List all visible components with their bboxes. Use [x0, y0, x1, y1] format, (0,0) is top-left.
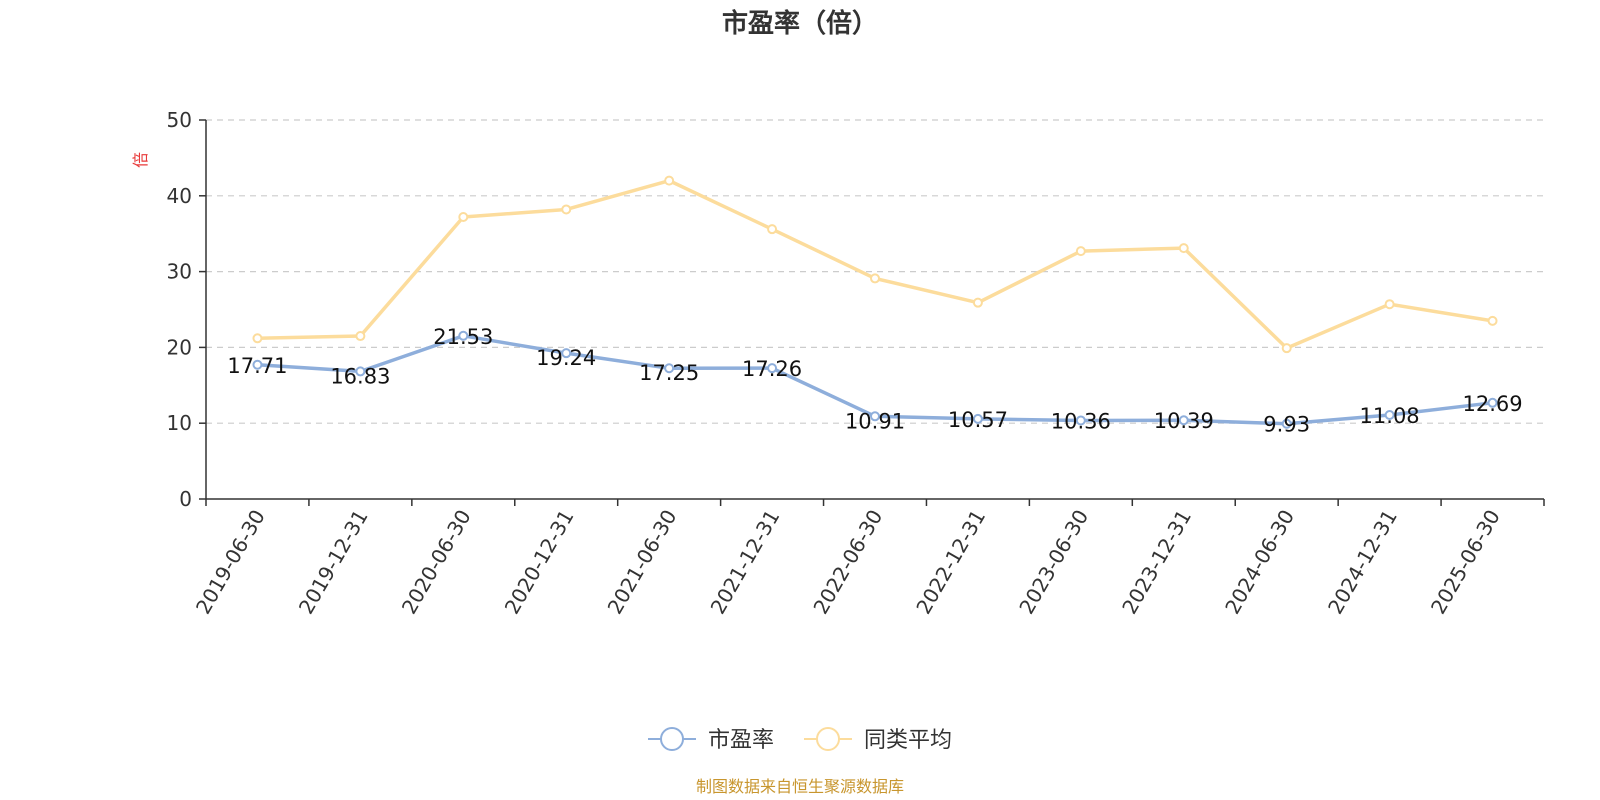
- data-point[interactable]: [252, 333, 263, 344]
- grid-lines: [206, 119, 1544, 424]
- data-point[interactable]: [870, 411, 880, 422]
- y-tick-label: 30: [167, 260, 192, 284]
- data-label: 17.26: [742, 357, 802, 381]
- x-tick-label: 2021-12-31: [706, 506, 785, 619]
- data-label: 10.36: [1051, 409, 1111, 433]
- data-label: 11.08: [1360, 404, 1420, 428]
- data-label: 9.93: [1263, 413, 1310, 437]
- x-tick-label: 2023-06-30: [1014, 506, 1093, 619]
- data-label: 12.69: [1462, 392, 1522, 416]
- data-point[interactable]: [972, 297, 983, 308]
- data-point[interactable]: [1178, 415, 1189, 426]
- x-tick-label: 2020-06-30: [397, 506, 476, 619]
- data-label: 21.53: [433, 325, 493, 349]
- data-point[interactable]: [1487, 315, 1498, 326]
- legend-item-peer-average[interactable]: 同类平均: [804, 727, 952, 753]
- data-point[interactable]: [355, 366, 366, 377]
- data-point[interactable]: [972, 413, 983, 424]
- y-tick-label: 50: [167, 108, 192, 132]
- data-label: 17.25: [639, 361, 699, 385]
- data-point[interactable]: [1281, 418, 1292, 429]
- legend-peer-marker: [816, 727, 840, 751]
- x-tick-label: 2025-06-30: [1426, 506, 1505, 619]
- legend: 市盈率 同类平均: [648, 727, 952, 753]
- x-ticks: 2019-06-30 2019-12-31 2020-06-30 2020-12-31…: [191, 499, 1545, 619]
- series-line-1: [257, 178, 1493, 350]
- data-point[interactable]: [870, 273, 880, 284]
- data-label: 10.39: [1154, 409, 1214, 433]
- data-point[interactable]: [252, 359, 263, 370]
- y-tick-label: 10: [167, 411, 192, 435]
- data-point[interactable]: [1281, 343, 1292, 354]
- data-point[interactable]: [767, 363, 778, 374]
- data-point[interactable]: [767, 224, 778, 235]
- x-tick-label: 2024-06-30: [1220, 506, 1299, 619]
- data-point[interactable]: [355, 331, 366, 342]
- y-axis-label: 倍: [131, 152, 150, 168]
- x-tick-label: 2022-06-30: [808, 506, 887, 619]
- data-point[interactable]: [561, 204, 572, 215]
- data-label: 16.83: [330, 364, 390, 388]
- data-label: 10.57: [948, 408, 1008, 432]
- data-point[interactable]: [1075, 246, 1086, 257]
- legend-peer-label: 同类平均: [864, 728, 952, 753]
- y-tick-label: 20: [167, 335, 192, 359]
- data-point[interactable]: [1384, 299, 1395, 310]
- data-point[interactable]: [1178, 243, 1189, 254]
- x-tick-label: 2019-12-31: [294, 506, 373, 619]
- data-label: 19.24: [536, 346, 596, 370]
- data-point[interactable]: [561, 348, 572, 359]
- legend-pe-marker: [660, 727, 684, 751]
- x-tick-label: 2021-06-30: [603, 506, 682, 619]
- data-point[interactable]: [1384, 410, 1395, 421]
- data-point[interactable]: [1487, 397, 1498, 408]
- legend-pe-label: 市盈率: [708, 728, 774, 753]
- y-tick-label: 0: [179, 487, 192, 511]
- y-ticks: 0 10 20 30 40 50: [167, 108, 206, 511]
- axes: [205, 120, 1544, 500]
- x-tick-label: 2023-12-31: [1117, 506, 1196, 619]
- series-layer: [252, 175, 1498, 429]
- data-point[interactable]: [664, 175, 675, 186]
- y-tick-label: 40: [167, 184, 192, 208]
- x-tick-label: 2020-12-31: [500, 506, 579, 619]
- data-point[interactable]: [664, 363, 675, 374]
- x-tick-label: 2024-12-31: [1323, 506, 1402, 619]
- data-point[interactable]: [1075, 415, 1086, 426]
- chart-title: 市盈率（倍）: [722, 8, 878, 39]
- data-point[interactable]: [458, 212, 469, 223]
- legend-item-pe[interactable]: 市盈率: [648, 727, 774, 753]
- data-label: 10.91: [845, 409, 905, 433]
- data-point[interactable]: [458, 330, 469, 341]
- data-labels: 17.71 16.83 21.53 19.24 17.25 17.26 10.91 10.57…: [227, 325, 1522, 437]
- x-tick-label: 2022-12-31: [911, 506, 990, 619]
- data-label: 17.71: [227, 354, 287, 378]
- x-tick-label: 2019-06-30: [191, 506, 270, 619]
- data-source-note: 制图数据来自恒生聚源数据库: [696, 777, 904, 796]
